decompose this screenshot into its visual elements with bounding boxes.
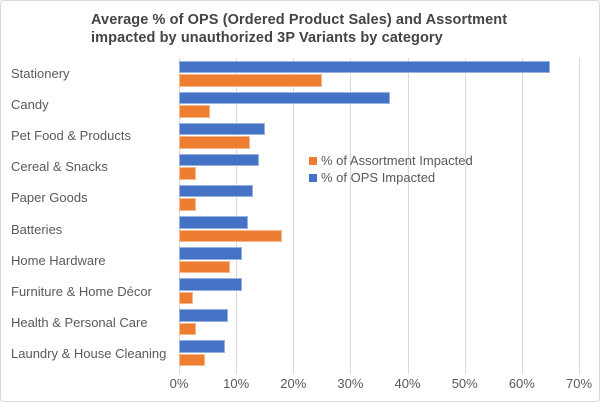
- category-label: Furniture & Home Décor: [11, 283, 152, 299]
- ops-bar: [179, 278, 242, 291]
- category-label: Stationery: [11, 66, 70, 82]
- chart-title-line-1: Average % of OPS (Ordered Product Sales)…: [91, 12, 508, 28]
- category-label: Cereal & Snacks: [11, 159, 108, 175]
- ops-bar: [179, 184, 254, 198]
- legend-item: % of Assortment Impacted: [309, 153, 473, 168]
- ops-bar: [179, 153, 259, 167]
- gridline: [293, 58, 295, 374]
- x-axis-tick-label: 70%: [565, 376, 593, 391]
- x-axis-tick-label: 20%: [280, 376, 307, 391]
- assortment-bar: [179, 136, 251, 149]
- assortment-bar: [179, 353, 205, 367]
- bar-row: [179, 338, 579, 369]
- x-axis-tick-label: 40%: [394, 376, 421, 391]
- assortment-bar: [179, 229, 282, 243]
- ops-bar: [179, 60, 551, 74]
- category-label: Laundry & House Cleaning: [11, 345, 167, 361]
- y-axis-category-labels: Stationery Candy Pet Food & Products Cereal…: [11, 58, 176, 369]
- category-label: Candy: [11, 97, 49, 113]
- assortment-bar: [179, 167, 197, 180]
- bar-row: [179, 120, 579, 151]
- ops-bar: [179, 216, 248, 229]
- bar-row: [179, 58, 579, 89]
- assortment-bar: [179, 291, 194, 305]
- assortment-bar: [179, 322, 197, 336]
- legend-label: % of Assortment Impacted: [321, 153, 473, 168]
- gridline: [464, 58, 466, 374]
- x-axis-tick-label: 50%: [451, 376, 478, 391]
- x-axis-labels: 0% 10% 20% 30% 40% 50% 60% 70%: [170, 376, 592, 394]
- ops-bar: [179, 247, 242, 260]
- x-axis-tick-label: 0%: [169, 376, 189, 391]
- legend: % of Assortment Impacted % of OPS Impacte…: [309, 153, 473, 185]
- legend-item: % of OPS Impacted: [309, 170, 473, 185]
- assortment-bar: [179, 105, 211, 118]
- ops-bar: [179, 91, 391, 105]
- x-axis-tick-label: 30%: [337, 376, 364, 391]
- category-label: Pet Food & Products: [11, 128, 131, 144]
- x-axis-tick-label: 10%: [223, 376, 250, 391]
- assortment-bar: [179, 260, 231, 274]
- gridline: [179, 58, 180, 374]
- chart-title: Average % of OPS (Ordered Product Sales)…: [91, 11, 571, 47]
- category-label: Batteries: [11, 221, 63, 237]
- bar-row: [179, 182, 579, 213]
- bar-row: [179, 276, 579, 307]
- x-axis-tick-label: 60%: [508, 376, 535, 391]
- category-label: Home Hardware: [11, 252, 106, 268]
- assortment-bar: [179, 74, 322, 87]
- chart-title-line-2: impacted by unauthorized 3P Variants by …: [91, 30, 443, 46]
- gridline: [579, 58, 580, 374]
- gridline: [521, 58, 523, 374]
- ops-bar: [179, 340, 225, 353]
- gridline: [350, 58, 352, 374]
- category-label: Health & Personal Care: [11, 314, 148, 330]
- gridline: [236, 58, 238, 374]
- bar-row: [179, 213, 579, 244]
- assortment-bar: [179, 198, 197, 211]
- legend-swatch-icon: [309, 173, 317, 182]
- ops-bar: [179, 309, 228, 322]
- plot-area: [179, 58, 580, 374]
- legend-swatch-icon: [309, 156, 317, 165]
- bar-row: [179, 151, 579, 182]
- bar-rows: [179, 58, 579, 369]
- ops-bar: [179, 122, 265, 136]
- category-label: Paper Goods: [11, 190, 88, 206]
- bar-row: [179, 245, 579, 276]
- gridline: [407, 58, 409, 374]
- legend-label: % of OPS Impacted: [321, 170, 436, 185]
- bar-row: [179, 89, 579, 120]
- bar-row: [179, 307, 579, 338]
